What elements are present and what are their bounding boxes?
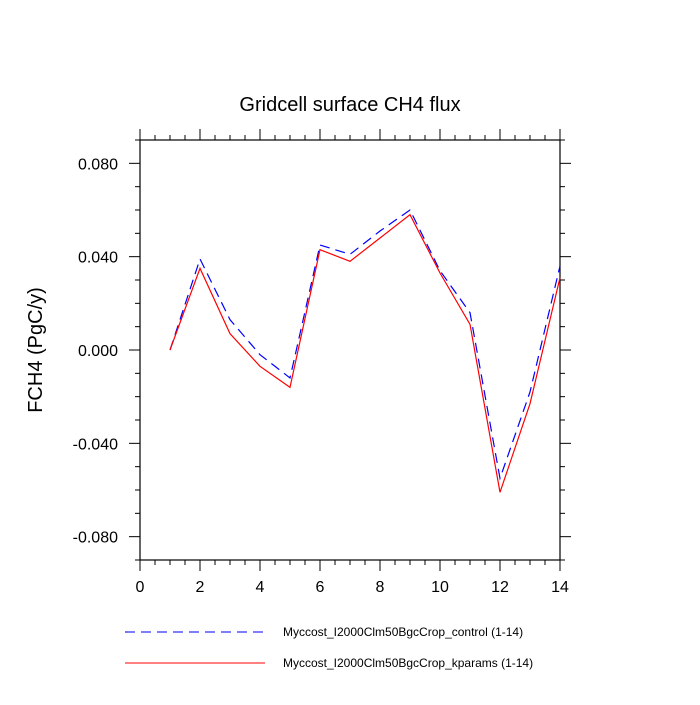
y-tick-label: 0.080 bbox=[78, 156, 118, 173]
x-tick-label: 14 bbox=[551, 579, 569, 596]
chart-title: Gridcell surface CH4 flux bbox=[239, 94, 460, 116]
y-axis: -0.080 -0.040 0.000 0.040 0.080 bbox=[73, 139, 571, 561]
y-tick-label: 0.040 bbox=[78, 250, 118, 267]
series-line-1 bbox=[169, 213, 561, 493]
series-group bbox=[169, 209, 561, 493]
legend-label-0: Myccost_I2000Clm50BgcCrop_control (1-14) bbox=[283, 625, 523, 639]
y-tick-label: -0.080 bbox=[73, 530, 118, 547]
x-axis: 0 2 4 6 8 10 12 14 bbox=[136, 129, 569, 596]
x-tick-label: 6 bbox=[316, 579, 325, 596]
y-tick-label: 0.000 bbox=[78, 343, 118, 360]
x-tick-label: 10 bbox=[431, 579, 449, 596]
series-line-0 bbox=[169, 209, 561, 481]
y-tick-label: -0.040 bbox=[73, 436, 118, 453]
x-tick-label: 0 bbox=[136, 579, 145, 596]
plot-area bbox=[139, 139, 561, 561]
plot-frame bbox=[139, 139, 561, 561]
x-tick-label: 4 bbox=[256, 579, 265, 596]
x-tick-label: 12 bbox=[491, 579, 509, 596]
x-tick-label: 2 bbox=[196, 579, 205, 596]
legend-label-1: Myccost_I2000Clm50BgcCrop_kparams (1-14) bbox=[283, 656, 533, 670]
x-tick-label: 8 bbox=[376, 579, 385, 596]
y-axis-label: FCH4 (PgC/y) bbox=[25, 287, 47, 413]
legend: Myccost_I2000Clm50BgcCrop_control (1-14)… bbox=[125, 625, 533, 670]
